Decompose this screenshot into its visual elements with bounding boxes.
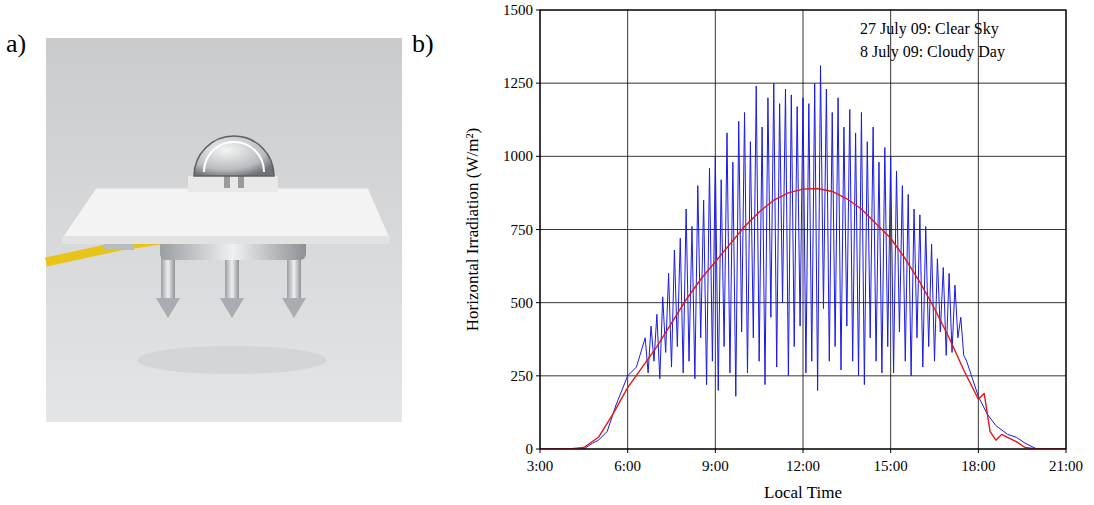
legend-entry: 27 July 09: Clear Sky — [860, 20, 999, 38]
x-tick-label: 15:00 — [874, 458, 908, 474]
grid — [540, 10, 1066, 449]
x-tick-label: 3:00 — [527, 458, 554, 474]
x-tick-label: 18:00 — [961, 458, 995, 474]
x-tick-label: 6:00 — [614, 458, 641, 474]
foot-tip — [282, 298, 306, 318]
panel-label: b) — [412, 29, 434, 58]
plot-background — [540, 10, 1066, 449]
glass-dome — [194, 136, 274, 176]
legend: 27 July 09: Clear Sky 8 July 09: Cloudy D… — [860, 20, 1005, 61]
y-tick-label: 500 — [511, 295, 534, 311]
x-tick-label: 21:00 — [1049, 458, 1083, 474]
grid-line — [890, 10, 891, 449]
grid-line — [978, 10, 979, 449]
slot — [238, 176, 244, 188]
inner-dome — [204, 142, 264, 172]
series-line — [540, 189, 1066, 449]
y-tick-label: 1250 — [503, 75, 533, 91]
reflection — [137, 346, 327, 374]
plot-frame — [540, 10, 1066, 449]
dome-collar — [188, 176, 278, 192]
foot-tip — [220, 298, 244, 318]
y-tick-label: 250 — [511, 368, 534, 384]
y-axis-title: Horizontal Irradiation (W/m²) — [463, 128, 482, 331]
shield-rim — [62, 236, 390, 244]
x-tick-label: 12:00 — [786, 458, 820, 474]
series-group — [540, 66, 1066, 449]
photo-background — [46, 38, 402, 422]
figure: a) b) 0 250 500 750 1000 1250 1500 3:00 6:00 9:00 12… — [0, 0, 1094, 505]
photo — [46, 38, 402, 422]
y-tick-label: 0 — [526, 441, 534, 457]
series-line — [540, 66, 1066, 449]
x-tick-label: 9:00 — [702, 458, 729, 474]
grid-line — [715, 10, 716, 449]
y-tick-label: 750 — [511, 222, 534, 238]
y-tick-label: 1000 — [503, 148, 533, 164]
grid-line — [627, 10, 628, 449]
legend-entry: 8 July 09: Cloudy Day — [860, 43, 1005, 61]
foot-tip — [156, 298, 180, 318]
grid-line — [803, 10, 804, 449]
panel-label: a) — [6, 29, 26, 58]
x-axis-title: Local Time — [764, 483, 842, 502]
slot — [224, 176, 230, 188]
sun-shield — [62, 188, 390, 238]
y-tick-label: 1500 — [503, 2, 533, 18]
